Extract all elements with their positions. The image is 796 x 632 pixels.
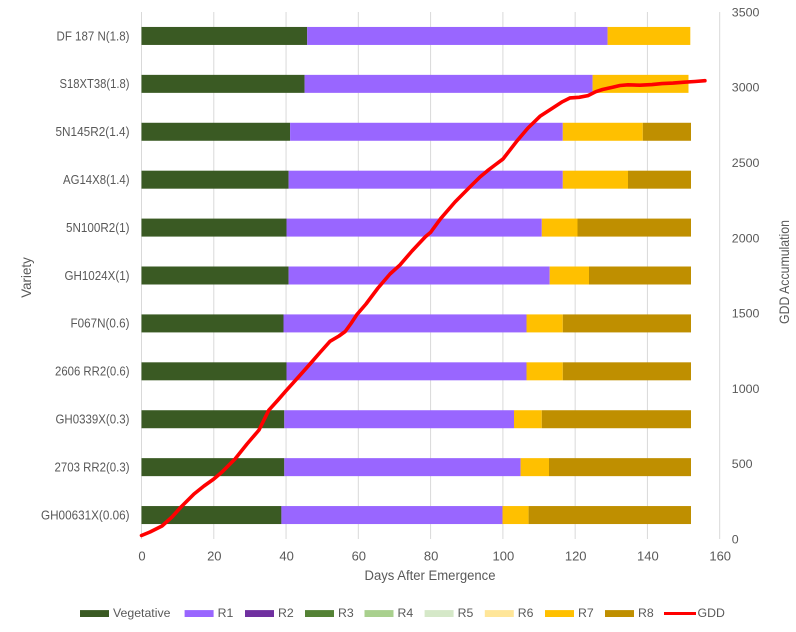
svg-text:120: 120	[565, 548, 587, 563]
svg-text:1500: 1500	[732, 307, 760, 321]
svg-text:3000: 3000	[732, 81, 760, 95]
svg-text:140: 140	[637, 548, 659, 563]
svg-text:2703 RR2(0.3): 2703 RR2(0.3)	[55, 459, 130, 474]
svg-text:500: 500	[732, 457, 753, 471]
svg-text:5N100R2(1): 5N100R2(1)	[66, 220, 130, 235]
svg-text:40: 40	[279, 548, 293, 563]
svg-text:80: 80	[424, 548, 438, 563]
svg-text:AG14X8(1.4): AG14X8(1.4)	[63, 172, 130, 187]
svg-text:DF 187 N(1.8): DF 187 N(1.8)	[57, 28, 130, 43]
svg-text:GH0339X(0.3): GH0339X(0.3)	[56, 412, 130, 427]
svg-text:R7: R7	[578, 606, 594, 620]
svg-text:GDD Accumulation: GDD Accumulation	[776, 220, 792, 324]
svg-text:3500: 3500	[732, 5, 760, 19]
svg-text:GH1024X(1): GH1024X(1)	[65, 268, 130, 283]
svg-text:R3: R3	[338, 606, 354, 620]
svg-text:2500: 2500	[732, 156, 760, 170]
svg-text:R1: R1	[218, 606, 234, 620]
svg-text:GH00631X(0.06): GH00631X(0.06)	[41, 507, 130, 522]
svg-text:2606 RR2(0.6): 2606 RR2(0.6)	[55, 364, 130, 379]
svg-text:0: 0	[138, 548, 145, 563]
svg-text:R5: R5	[458, 606, 474, 620]
svg-text:R2: R2	[278, 606, 294, 620]
svg-text:100: 100	[493, 548, 515, 563]
svg-text:S18XT38(1.8): S18XT38(1.8)	[60, 76, 130, 91]
svg-text:F067N(0.6): F067N(0.6)	[71, 316, 130, 331]
svg-text:R4: R4	[398, 606, 414, 620]
svg-text:160: 160	[709, 548, 731, 563]
svg-text:2000: 2000	[732, 231, 760, 245]
svg-text:R8: R8	[638, 606, 654, 620]
svg-text:5N145R2(1.4): 5N145R2(1.4)	[56, 124, 130, 139]
svg-text:Days After Emergence: Days After Emergence	[365, 568, 496, 583]
svg-text:Vegetative: Vegetative	[113, 606, 171, 620]
svg-text:20: 20	[207, 548, 221, 563]
svg-text:Variety: Variety	[18, 257, 34, 298]
svg-text:1000: 1000	[732, 382, 760, 396]
svg-text:60: 60	[352, 548, 366, 563]
svg-text:0: 0	[732, 532, 739, 546]
svg-text:GDD: GDD	[698, 606, 725, 620]
svg-text:R6: R6	[518, 606, 534, 620]
